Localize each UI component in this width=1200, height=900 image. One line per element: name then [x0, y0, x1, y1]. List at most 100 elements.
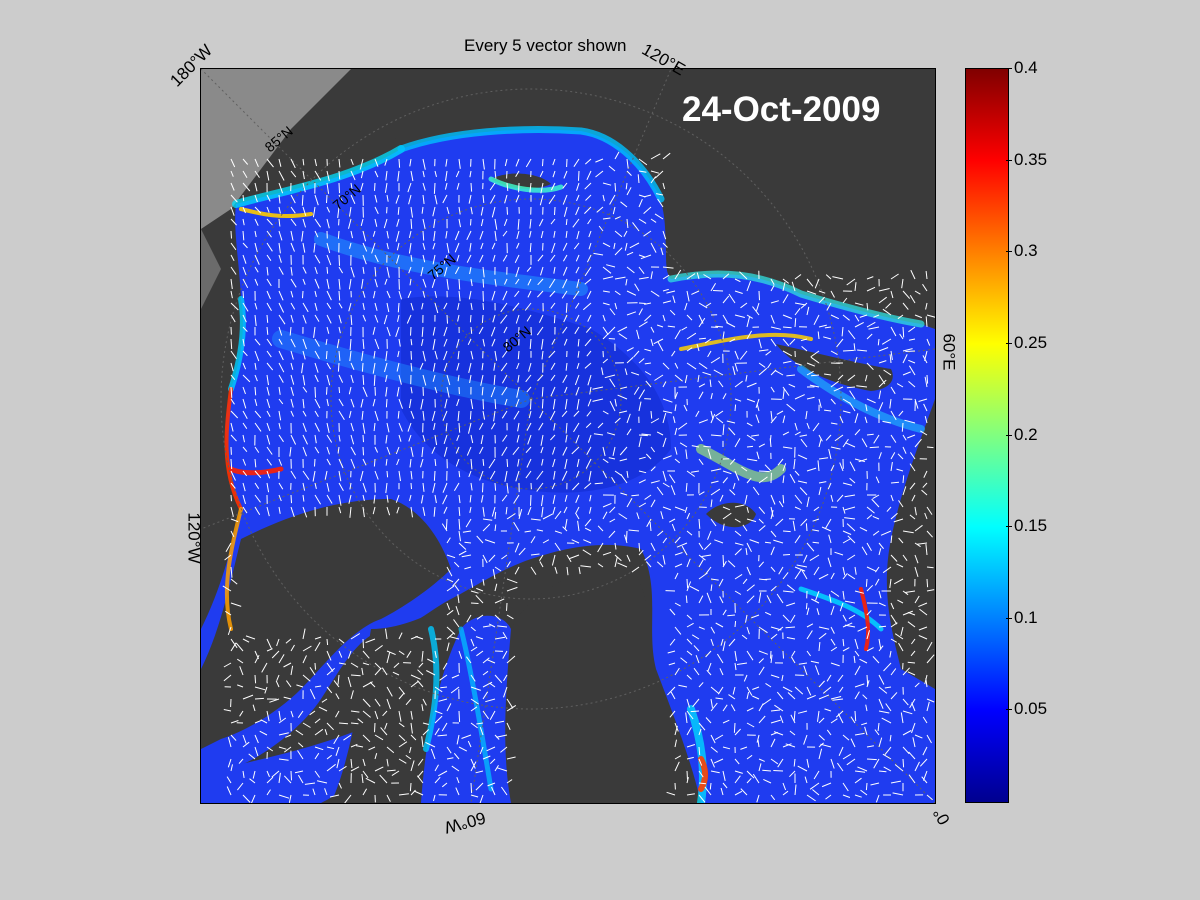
drift-vector [562, 278, 568, 289]
drift-vector [469, 266, 472, 275]
drift-vector [278, 362, 285, 373]
drift-vector [294, 770, 304, 774]
drift-vector [506, 722, 511, 731]
drift-vector [638, 358, 645, 364]
drift-vector [290, 230, 294, 241]
drift-vector [552, 506, 556, 515]
drift-vector [624, 242, 628, 251]
drift-vector [644, 494, 652, 500]
drift-vector [433, 506, 436, 517]
drift-vector [230, 230, 232, 239]
drift-vector [886, 506, 892, 512]
drift-vector [465, 518, 472, 528]
drift-vector [458, 290, 461, 302]
drift-vector [923, 470, 928, 478]
drift-vector [822, 686, 832, 694]
drift-vector [470, 458, 473, 470]
drift-vector [550, 434, 556, 441]
drift-vector [782, 446, 793, 449]
drift-vector [516, 386, 520, 398]
drift-vector [504, 194, 508, 204]
drift-vector [782, 614, 790, 623]
drift-vector [878, 710, 890, 714]
drift-vector [290, 158, 296, 169]
drift-vector [540, 446, 544, 454]
drift-vector [667, 650, 676, 654]
drift-vector [309, 688, 316, 700]
drift-vector [800, 518, 808, 527]
drift-vector [890, 535, 893, 544]
drift-vector [681, 545, 688, 556]
drift-vector [497, 767, 508, 772]
drift-vector [230, 434, 237, 442]
drift-vector [609, 518, 616, 523]
drift-vector [350, 374, 354, 384]
drift-vector [415, 635, 424, 640]
drift-vector [846, 523, 856, 532]
drift-vector [874, 578, 880, 586]
drift-vector [842, 398, 851, 404]
drift-vector [902, 354, 908, 364]
drift-vector [362, 770, 369, 779]
drift-vector [242, 158, 249, 165]
drift-vector [266, 170, 270, 181]
drift-vector [866, 506, 875, 514]
drift-vector [643, 206, 652, 214]
drift-vector [632, 222, 640, 232]
drift-vector [881, 338, 892, 345]
drift-vector [602, 194, 605, 202]
drift-vector [889, 650, 892, 658]
drift-vector [861, 722, 868, 726]
drift-vector [770, 719, 781, 724]
drift-vector [445, 158, 448, 167]
drift-vector [552, 458, 556, 468]
drift-vector [806, 396, 815, 400]
colorbar-tick-label: 0.35 [1014, 150, 1048, 169]
drift-vector [695, 410, 700, 418]
drift-vector [337, 206, 340, 218]
drift-vector [710, 480, 719, 484]
drift-vector [540, 182, 544, 194]
drift-vector [613, 242, 616, 249]
drift-vector [776, 410, 784, 415]
drift-vector [278, 314, 286, 325]
drift-vector [758, 506, 766, 515]
drift-vector [245, 635, 256, 640]
drift-vector [386, 794, 391, 802]
drift-vector [901, 422, 904, 432]
drift-vector [657, 530, 664, 537]
drift-vector [612, 206, 616, 215]
drift-vector [446, 757, 454, 760]
drift-vector [362, 494, 365, 502]
drift-vector [529, 338, 532, 349]
drift-vector [396, 218, 400, 227]
drift-vector [797, 480, 808, 484]
drift-vector [728, 694, 736, 700]
colorbar-tick-label: 0.4 [1014, 58, 1038, 77]
drift-vector [350, 633, 361, 640]
drift-vector [678, 684, 688, 688]
drift-vector [420, 266, 424, 277]
drift-vector [801, 346, 808, 352]
drift-vector [806, 278, 814, 287]
drift-vector [614, 470, 622, 476]
drift-vector [538, 218, 544, 227]
drift-vector [842, 782, 849, 792]
drift-vector [374, 338, 380, 350]
drift-vector [456, 254, 460, 262]
drift-vector [596, 206, 604, 213]
drift-vector [662, 266, 674, 269]
drift-vector [458, 278, 461, 290]
drift-vector [691, 634, 700, 640]
drift-vector [692, 698, 700, 708]
drift-vector [574, 326, 580, 335]
drift-vector [525, 158, 532, 168]
drift-vector [758, 658, 764, 664]
drift-vector [926, 578, 929, 588]
drift-vector [734, 590, 742, 595]
drift-vector [584, 362, 592, 369]
drift-vector [806, 362, 815, 367]
drift-vector [636, 512, 640, 520]
drift-vector [314, 434, 317, 444]
drift-vector [786, 584, 796, 592]
